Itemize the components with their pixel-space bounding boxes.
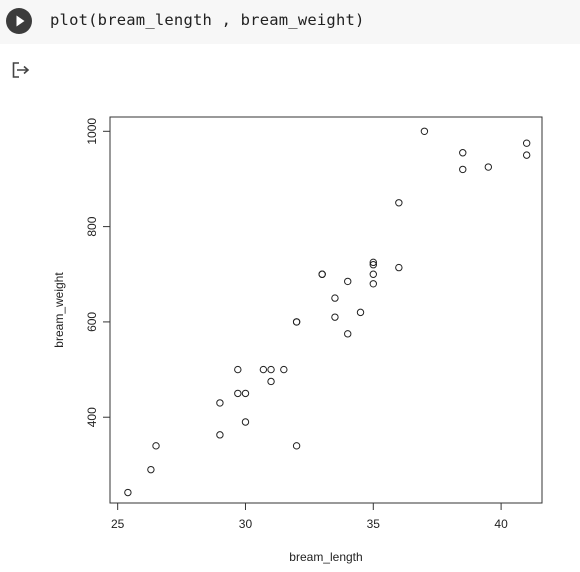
data-point — [124, 488, 132, 497]
data-point — [522, 139, 531, 147]
data-point — [259, 365, 268, 374]
code-text[interactable]: plot(bream_length , bream_weight) — [50, 11, 365, 29]
code-cell-input[interactable]: plot(bream_length , bream_weight) — [0, 0, 580, 44]
y-tick-label: 800 — [85, 216, 99, 236]
data-point — [344, 277, 352, 286]
data-point — [369, 270, 377, 278]
data-point — [369, 261, 377, 269]
data-point — [241, 389, 250, 398]
data-point — [459, 149, 467, 157]
y-axis-label: bream_weight — [52, 272, 66, 348]
data-point — [292, 442, 301, 450]
x-tick-label: 40 — [494, 517, 508, 531]
x-axis: 25 30 35 40 — [111, 502, 508, 531]
data-point — [216, 399, 224, 407]
play-icon — [16, 15, 25, 27]
x-tick-label: 35 — [367, 517, 381, 531]
data-point — [344, 330, 352, 338]
data-point — [522, 151, 531, 159]
data-point — [331, 313, 339, 321]
data-point — [459, 165, 467, 174]
output-arrow-icon[interactable] — [11, 60, 31, 80]
data-point — [395, 263, 403, 272]
data-point — [234, 389, 242, 398]
data-point — [152, 442, 160, 450]
data-point — [234, 365, 242, 374]
y-tick-label: 1000 — [85, 118, 99, 145]
run-cell-button[interactable] — [6, 8, 32, 34]
data-point — [292, 318, 301, 326]
data-points — [124, 127, 531, 497]
data-point — [267, 365, 275, 374]
data-point — [331, 294, 339, 302]
data-point — [147, 465, 155, 474]
data-point — [241, 418, 250, 426]
x-axis-label: bream_length — [289, 550, 362, 564]
y-axis: 400 600 800 1000 — [85, 118, 111, 427]
x-tick-label: 30 — [239, 517, 253, 531]
data-point — [216, 431, 224, 439]
y-tick-label: 600 — [85, 312, 99, 332]
x-tick-label: 25 — [111, 517, 125, 531]
data-point — [484, 163, 493, 171]
data-point — [318, 270, 326, 278]
data-point — [369, 258, 377, 267]
data-point — [280, 365, 288, 374]
data-point — [369, 280, 377, 288]
data-point — [267, 377, 275, 386]
data-point — [356, 308, 365, 317]
plot-frame — [109, 116, 543, 504]
data-point — [420, 127, 429, 135]
y-tick-label: 400 — [85, 407, 99, 427]
data-point — [395, 199, 403, 207]
